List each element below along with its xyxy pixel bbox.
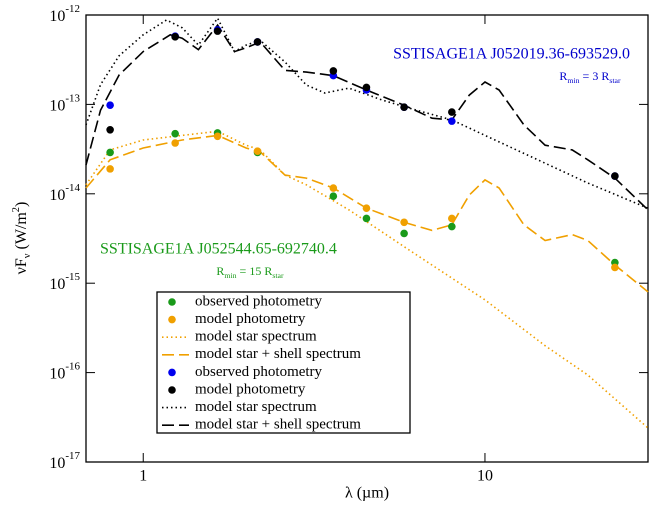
y-tick-exponent: -14: [65, 181, 80, 193]
text-part: star: [609, 76, 621, 85]
text-part: R: [559, 69, 567, 83]
annotation-note: Rmin = 15 Rstar: [216, 264, 284, 281]
text-part: star: [272, 271, 284, 280]
photometry-point: [362, 214, 371, 223]
legend-label: observed photometry: [195, 293, 323, 309]
legend-symbol: [168, 386, 176, 394]
photometry-point: [213, 132, 222, 141]
y-tick-base: 10: [49, 186, 65, 203]
y-tick-exponent: -12: [65, 3, 80, 15]
photometry-point: [611, 263, 619, 272]
photometry-point: [253, 38, 262, 46]
annotation-note: Rmin = 3 Rstar: [559, 69, 621, 86]
y-tick-exponent: -15: [65, 271, 80, 283]
legend-label: model photometry: [195, 381, 306, 397]
photometry-point: [329, 184, 338, 192]
annotation: SSTISAGE1A J052544.65-692740.4: [100, 241, 337, 258]
x-axis-label: λ (µm): [345, 485, 389, 502]
legend-label: model photometry: [195, 311, 306, 327]
y-tick-exponent: -13: [65, 92, 80, 104]
spectrum-line: [85, 134, 649, 293]
photometry-point: [213, 27, 222, 35]
text-part: ): [13, 202, 30, 207]
photometry-point: [448, 108, 456, 116]
y-tick-exponent: -16: [65, 360, 80, 372]
legend-label: model star spectrum: [195, 399, 317, 415]
legend-box: [156, 291, 411, 434]
photometry-point: [171, 129, 179, 138]
legend-label: model star + shell spectrum: [195, 346, 361, 362]
x-tick-label: 10: [477, 468, 493, 485]
photometry-point: [106, 101, 114, 109]
y-tick-label: 10-13: [49, 92, 80, 114]
text-part: ν: [22, 253, 33, 258]
y-tick-label: 10-17: [49, 450, 80, 472]
legend-symbol: [168, 298, 176, 306]
text-part: 2: [11, 207, 22, 212]
y-tick-base: 10: [49, 365, 65, 382]
y-axis-label: νFν (W/m2): [11, 202, 33, 275]
y-tick-label: 10-15: [49, 271, 80, 293]
legend-label: model star + shell spectrum: [195, 417, 361, 433]
spectrum-line: [85, 16, 649, 209]
legend-label: observed photometry: [195, 364, 323, 380]
y-tick-base: 10: [49, 455, 65, 472]
x-tick-label: 1: [139, 468, 147, 485]
y-tick-base: 10: [49, 97, 65, 114]
y-tick-label: 10-12: [49, 3, 80, 25]
photometry-point: [400, 103, 408, 112]
photometry-point: [400, 218, 408, 227]
legend-symbol: [168, 368, 176, 377]
y-tick-base: 10: [49, 276, 65, 293]
photometry-point: [106, 125, 114, 134]
spectrum-line: [85, 130, 649, 429]
annotation: SSTISAGE1A J052019.36-693529.0: [393, 46, 630, 63]
legend-label: model star spectrum: [195, 329, 317, 345]
photometry-point: [448, 214, 456, 223]
photometry-point: [448, 117, 456, 125]
text-part: R: [216, 264, 224, 278]
legend-symbol: [168, 315, 176, 324]
photometry-point: [171, 139, 179, 147]
photometry-point: [448, 222, 456, 231]
photometry-point: [611, 172, 619, 180]
y-tick-label: 10-16: [49, 360, 80, 382]
photometry-point: [329, 192, 338, 201]
photometry-point: [362, 204, 371, 213]
text-part: (W/m: [13, 212, 30, 254]
text-part: = 3 R: [580, 69, 610, 83]
photometry-point: [106, 165, 114, 173]
plot-frame: [85, 14, 649, 463]
y-tick-label: 10-14: [49, 181, 80, 203]
y-tick-exponent: -17: [65, 450, 80, 462]
y-tick-base: 10: [49, 8, 65, 25]
photometry-point: [106, 148, 114, 157]
photometry-point: [400, 229, 408, 238]
text-part: = 15 R: [237, 264, 273, 278]
photometry-point: [253, 147, 262, 155]
photometry-point: [171, 33, 179, 41]
text-part: νF: [13, 258, 30, 274]
photometry-point: [362, 83, 371, 92]
photometry-point: [329, 67, 338, 75]
text-part: min: [224, 271, 236, 280]
text-part: min: [567, 76, 579, 85]
